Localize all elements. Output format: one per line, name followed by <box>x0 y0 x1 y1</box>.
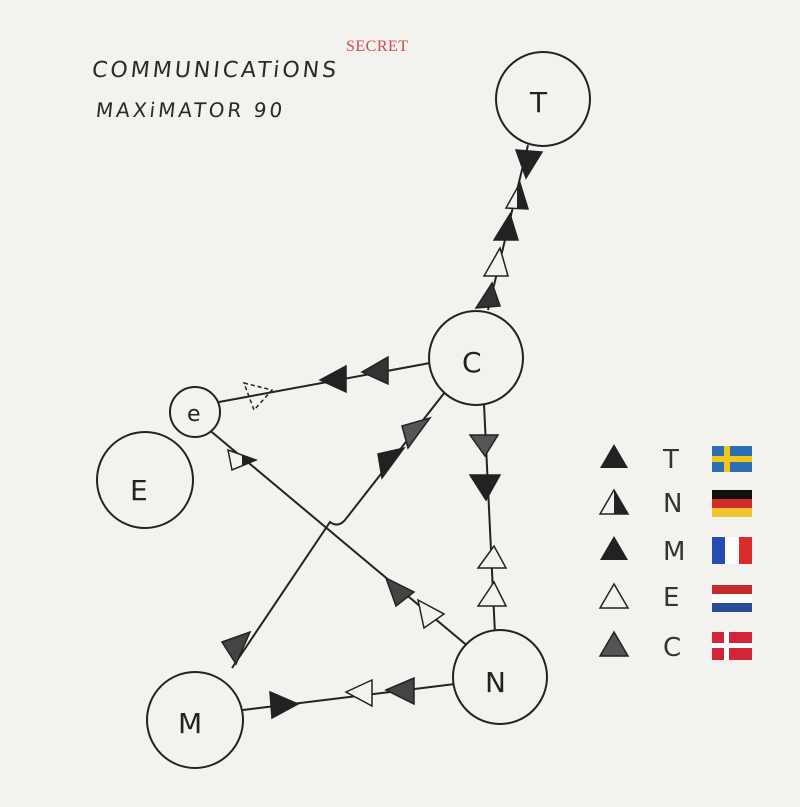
solid-triangle-icon <box>492 212 520 241</box>
node-t-label: T <box>529 86 548 119</box>
dotted-triangle-icon <box>474 281 502 309</box>
legend-item-e: E <box>598 582 752 613</box>
dotted-triangle-icon <box>384 676 415 706</box>
legend-letter-n: N <box>663 489 682 519</box>
half-triangle-icon <box>227 448 259 472</box>
node-c-label: C <box>462 346 482 379</box>
link-c-m <box>231 391 446 669</box>
legend-letter-m: M <box>663 537 685 567</box>
outline-triangle-icon <box>416 598 446 630</box>
outline-triangle-icon <box>482 246 509 277</box>
legend-letter-t: T <box>662 445 679 475</box>
node-e: E <box>96 431 194 529</box>
half-triangle-icon <box>598 488 630 515</box>
france-flag-icon <box>712 537 752 564</box>
germany-flag-icon <box>712 490 752 517</box>
dotted-triangle-icon <box>598 630 630 657</box>
solid-triangle-icon <box>514 149 544 180</box>
solid-triangle-icon <box>377 446 406 480</box>
solid-triangle-icon <box>468 474 502 502</box>
legend-letter-e: E <box>663 583 679 613</box>
legend-item-m: M <box>600 536 752 567</box>
node-c: C <box>428 310 524 406</box>
legend-letter-c: C <box>663 633 681 663</box>
outline-triangle-icon <box>344 678 373 708</box>
dotted-triangle-icon <box>468 434 500 458</box>
node-n-label: N <box>485 666 506 699</box>
secret-stamp: SECRET <box>346 38 409 55</box>
dotted-triangle-icon <box>401 416 432 450</box>
node-e-small: e <box>169 386 221 438</box>
denmark-flag-icon <box>712 632 752 660</box>
half-triangle-icon <box>504 181 530 210</box>
node-m: M <box>146 671 244 769</box>
solid-triangle-icon <box>600 536 628 560</box>
outline-triangle-icon <box>476 544 508 569</box>
node-e-small-label: e <box>187 402 201 427</box>
legend-item-t: T <box>600 444 752 475</box>
node-m-label: M <box>178 707 202 740</box>
sweden-flag-icon <box>712 446 752 472</box>
solid-triangle-icon <box>600 444 628 468</box>
dotted-triangle-icon <box>220 630 252 666</box>
node-e-label: E <box>130 474 148 507</box>
node-n: N <box>452 629 548 725</box>
dotted-triangle-icon <box>360 355 389 386</box>
dotted-triangle-icon <box>384 576 416 608</box>
legend-item-c: C <box>598 630 752 663</box>
outline-triangle-icon <box>598 582 630 609</box>
netherlands-flag-icon <box>712 585 752 612</box>
solid-triangle-icon <box>318 364 347 394</box>
solid-triangle-icon <box>269 690 300 720</box>
outline-triangle-icon <box>242 381 274 412</box>
node-t: T <box>495 51 591 147</box>
legend: T N M <box>598 444 752 663</box>
legend-item-n: N <box>598 488 752 519</box>
outline-triangle-icon <box>476 580 508 607</box>
